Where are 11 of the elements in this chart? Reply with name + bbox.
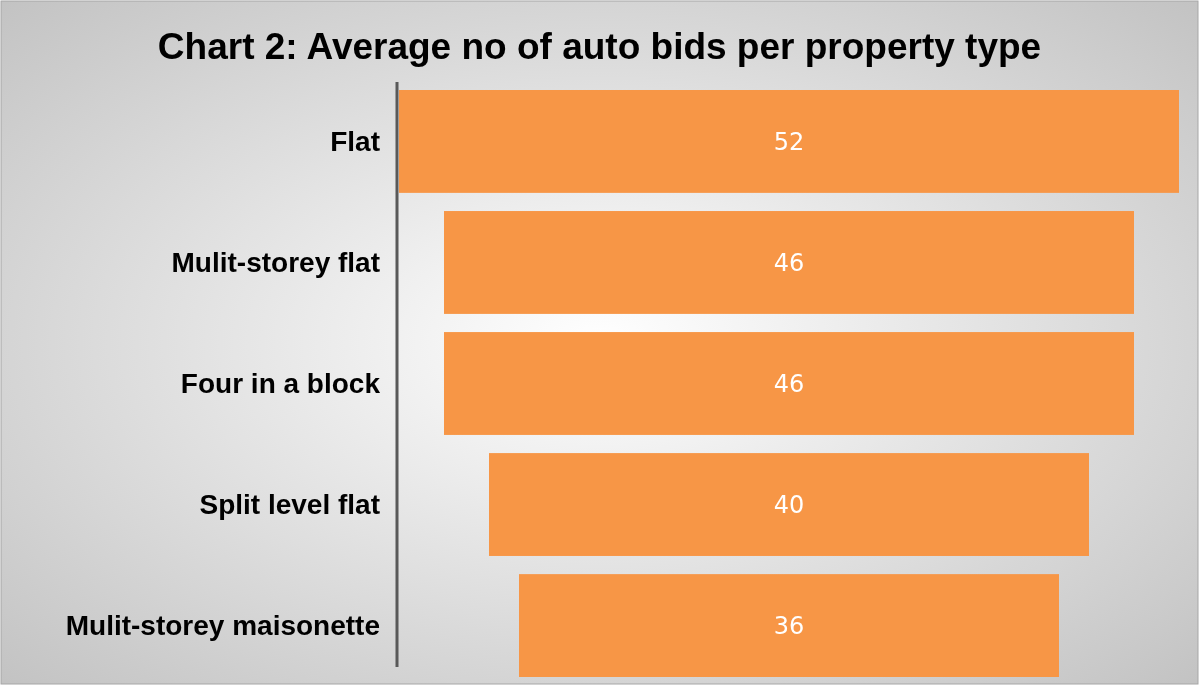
category-label: Four in a block xyxy=(180,368,381,400)
data-label: 46 xyxy=(773,248,805,277)
category-label: Split level flat xyxy=(199,489,380,521)
data-label: 46 xyxy=(773,369,805,398)
category-label: Flat xyxy=(330,126,380,158)
data-label: 52 xyxy=(773,127,805,156)
data-label: 40 xyxy=(773,490,805,519)
category-label: Mulit-storey flat xyxy=(171,247,380,279)
data-label: 36 xyxy=(773,611,805,640)
category-label: Mulit-storey maisonette xyxy=(65,610,380,642)
text: Chart 2: Average no of auto bids per property type xyxy=(157,25,1042,67)
